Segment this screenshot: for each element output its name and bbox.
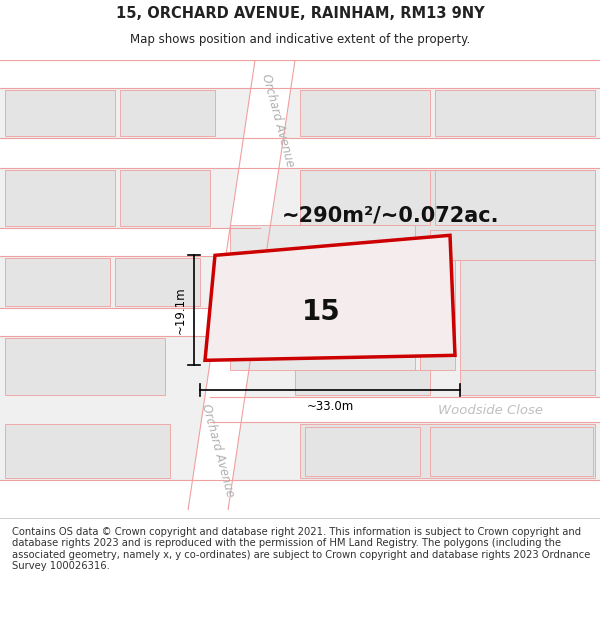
Polygon shape <box>300 424 595 478</box>
Text: 15: 15 <box>302 298 341 326</box>
Text: ~33.0m: ~33.0m <box>307 400 353 412</box>
Text: Contains OS data © Crown copyright and database right 2021. This information is : Contains OS data © Crown copyright and d… <box>12 526 590 571</box>
Polygon shape <box>5 90 115 136</box>
Polygon shape <box>115 258 200 306</box>
Polygon shape <box>5 338 165 396</box>
Polygon shape <box>0 480 600 510</box>
Polygon shape <box>0 228 260 256</box>
Text: Woodside Close: Woodside Close <box>437 404 542 417</box>
Polygon shape <box>188 60 295 510</box>
Polygon shape <box>5 424 170 478</box>
Polygon shape <box>300 170 430 225</box>
Polygon shape <box>120 170 210 226</box>
Polygon shape <box>0 138 600 168</box>
Text: ~290m²/~0.072ac.: ~290m²/~0.072ac. <box>281 205 499 225</box>
Polygon shape <box>460 260 595 370</box>
Polygon shape <box>210 398 600 422</box>
Polygon shape <box>5 170 115 226</box>
Polygon shape <box>230 225 415 370</box>
Text: ~19.1m: ~19.1m <box>173 286 187 334</box>
Text: Orchard Avenue: Orchard Avenue <box>259 72 297 168</box>
Text: Orchard Avenue: Orchard Avenue <box>199 402 237 498</box>
Polygon shape <box>430 230 595 260</box>
Polygon shape <box>435 170 595 225</box>
Polygon shape <box>120 90 215 136</box>
Polygon shape <box>435 90 595 136</box>
Polygon shape <box>0 308 240 336</box>
Polygon shape <box>5 258 110 306</box>
Polygon shape <box>295 370 430 396</box>
Polygon shape <box>0 60 600 88</box>
Polygon shape <box>460 370 595 396</box>
Polygon shape <box>430 428 593 476</box>
Text: 15, ORCHARD AVENUE, RAINHAM, RM13 9NY: 15, ORCHARD AVENUE, RAINHAM, RM13 9NY <box>116 6 484 21</box>
Polygon shape <box>300 170 595 260</box>
Text: Map shows position and indicative extent of the property.: Map shows position and indicative extent… <box>130 33 470 46</box>
Polygon shape <box>420 260 455 370</box>
Polygon shape <box>300 90 430 136</box>
Polygon shape <box>205 235 455 360</box>
Polygon shape <box>305 428 420 476</box>
